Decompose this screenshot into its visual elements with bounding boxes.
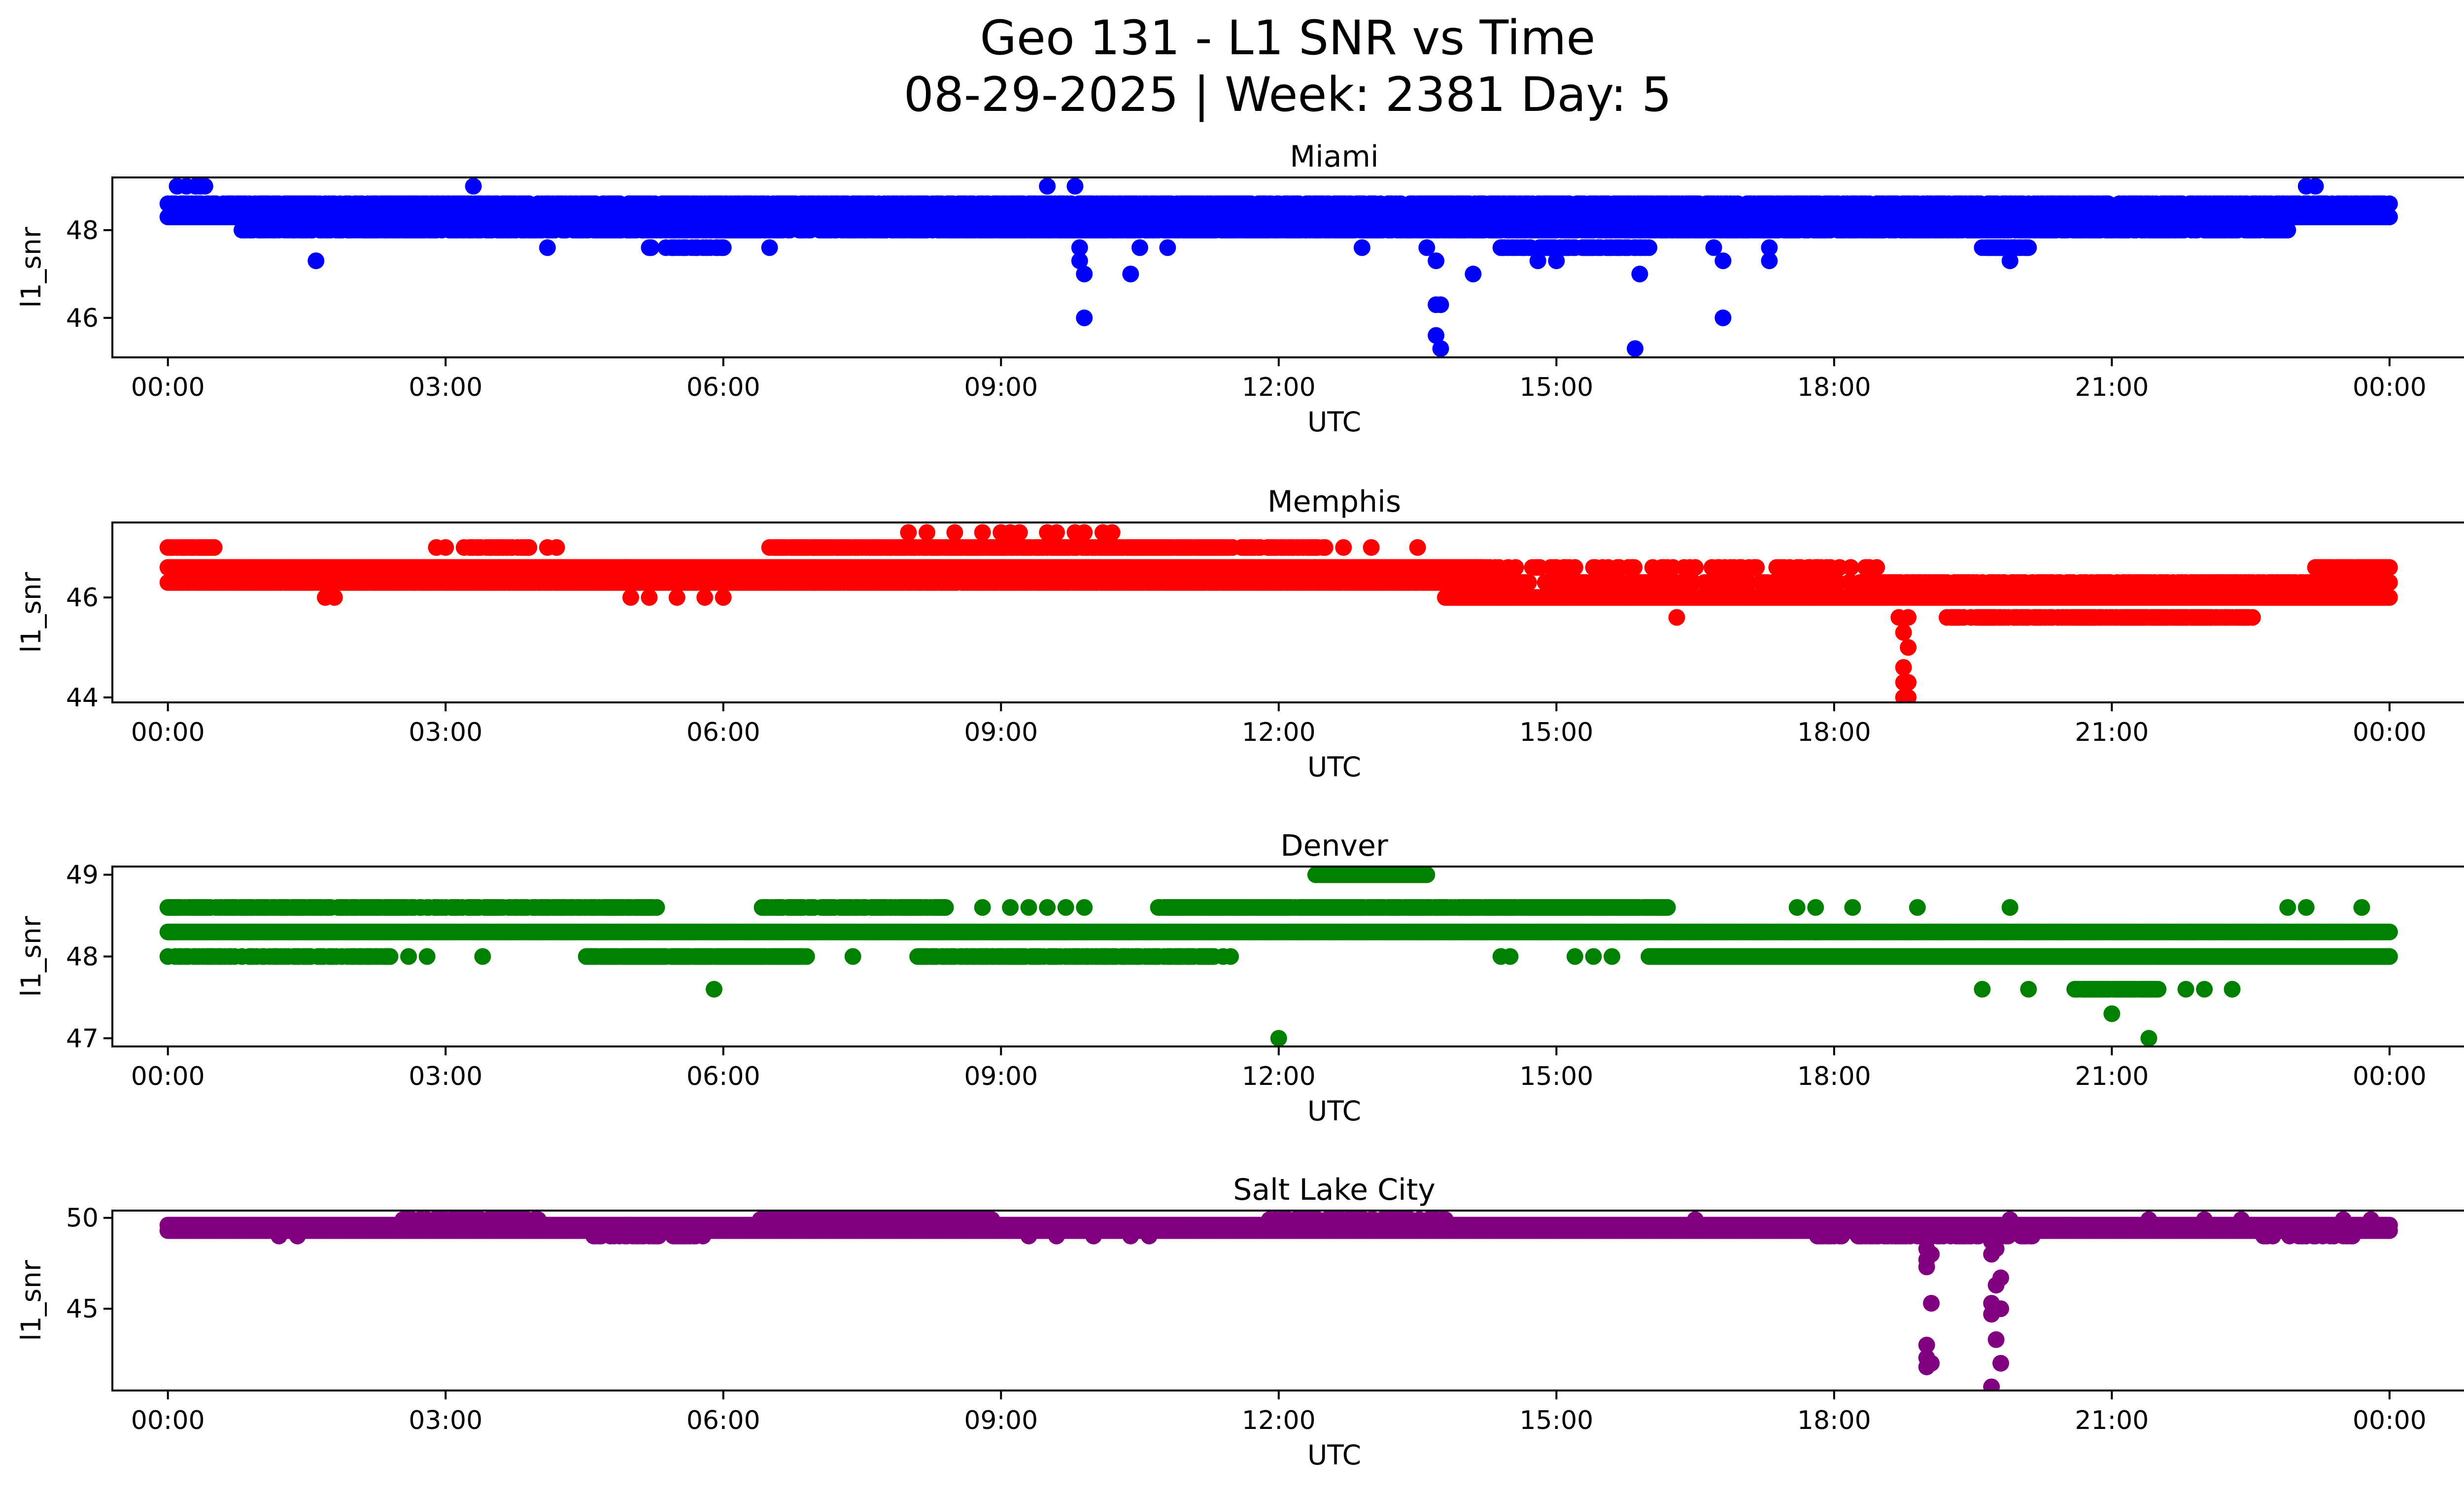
data-point: [539, 239, 556, 256]
data-point: [2001, 252, 2019, 270]
x-tick-label: 21:00: [2075, 373, 2149, 402]
y-tick-label: 48: [66, 216, 99, 245]
data-point: [1714, 309, 1732, 326]
data-point: [1641, 239, 1658, 256]
data-markers: [159, 524, 2398, 702]
x-tick-label: 15:00: [1519, 373, 1593, 402]
data-point: [643, 239, 660, 256]
x-tick-label: 00:00: [2353, 373, 2427, 402]
data-point: [1066, 177, 1084, 195]
data-point: [1465, 265, 1482, 282]
x-tick-label: 03:00: [409, 373, 482, 402]
data-point: [2381, 209, 2398, 226]
figure-title-line-1: Geo 131 - L1 SNR vs Time: [980, 10, 1596, 66]
data-point: [1432, 296, 1449, 313]
axes-frame: [111, 176, 2464, 358]
data-point: [308, 252, 325, 270]
data-point: [2381, 195, 2398, 212]
data-point: [1432, 340, 1449, 357]
data-point: [1761, 252, 1778, 270]
x-axis-label: UTC: [1307, 751, 1361, 783]
x-tick-label: 09:00: [964, 373, 1038, 402]
data-point: [1627, 340, 1643, 357]
data-point: [1071, 239, 1088, 256]
x-tick-label: 12:00: [1242, 373, 1316, 402]
data-point: [1428, 252, 1445, 270]
subplot-title: Memphis: [1267, 485, 1401, 519]
data-point: [715, 239, 732, 256]
subplot-memphis: Memphis UTC l1_snr 00:00 03:00 06:00 09:00 1…: [15, 485, 2464, 783]
data-point: [1631, 265, 1648, 282]
figure-title-line-2: 08-29-2025 | Week: 2381 Day: 5: [904, 67, 1672, 123]
data-point: [1428, 327, 1445, 344]
data-point: [2279, 221, 2296, 239]
x-axis-label: UTC: [1307, 406, 1361, 438]
x-tick-label: 06:00: [686, 373, 760, 402]
data-point: [2307, 177, 2324, 195]
x-axis-ticks: 00:00 03:00 06:00 09:00 12:00 15:00 18:00 21:00…: [131, 357, 2427, 402]
y-axis-ticks: 46 48: [66, 216, 112, 333]
data-point: [1159, 239, 1176, 256]
y-axis-label: l1_snr: [15, 227, 47, 308]
data-point: [1076, 309, 1093, 326]
data-point: [1122, 265, 1139, 282]
data-point: [1353, 239, 1370, 256]
data-point: [1761, 239, 1778, 256]
data-point: [1705, 239, 1722, 256]
data-point: [2020, 239, 2037, 256]
data-point: [1039, 177, 1056, 195]
x-tick-label: 00:00: [131, 373, 205, 402]
data-point: [1548, 252, 1565, 270]
subplot-title: Miami: [1290, 139, 1378, 174]
data-point: [1529, 252, 1546, 270]
data-point: [465, 177, 482, 195]
data-point: [1418, 239, 1436, 256]
data-point: [1071, 252, 1088, 270]
data-point: [1520, 574, 1537, 591]
data-point: [761, 239, 778, 256]
data-point: [1131, 239, 1148, 256]
y-axis-label: l1_snr: [15, 572, 47, 653]
subplot-miami: Miami UTC l1_snr 00:00 03:00 06:00 09:00 12:…: [15, 139, 2464, 438]
y-tick-label: 46: [66, 304, 99, 333]
x-tick-label: 18:00: [1797, 373, 1871, 402]
data-point: [2381, 574, 2398, 591]
data-point: [196, 177, 213, 195]
data-point: [1076, 265, 1093, 282]
data-markers: [159, 177, 2398, 357]
data-point: [1714, 252, 1732, 270]
